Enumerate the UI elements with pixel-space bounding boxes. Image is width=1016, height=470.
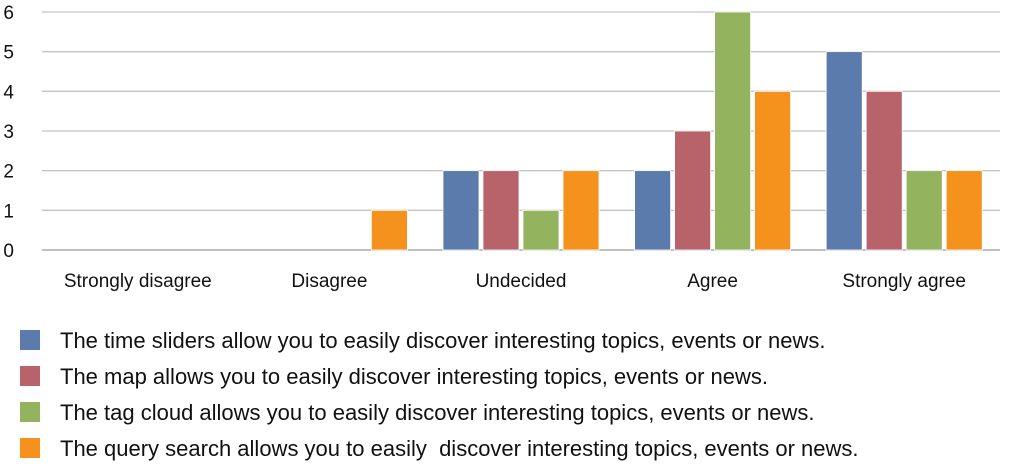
legend: The time sliders allow you to easily dis… (20, 328, 859, 461)
bar (945, 170, 983, 251)
x-tick-label: Strongly disagree (64, 271, 212, 292)
x-tick-label: Strongly agree (842, 271, 966, 292)
y-tick-label: 3 (3, 122, 14, 143)
bar (714, 11, 751, 251)
y-tick-label: 6 (3, 3, 14, 24)
bar (674, 130, 711, 251)
legend-swatch (20, 402, 40, 422)
legend-label: The query search allows you to easily di… (60, 436, 859, 461)
y-tick-label: 2 (3, 162, 14, 183)
legend-label: The time sliders allow you to easily dis… (60, 328, 825, 353)
x-axis-tick-labels: Strongly disagree Disagree Undecided Agree S… (64, 271, 966, 292)
y-tick-label: 1 (3, 201, 14, 222)
bar (754, 90, 791, 251)
legend-label: The tag cloud allows you to easily disco… (60, 400, 815, 425)
y-tick-label: 4 (3, 82, 14, 103)
bar (825, 51, 863, 251)
bars (370, 11, 983, 251)
legend-swatch (20, 330, 40, 350)
x-tick-label: Agree (687, 271, 738, 292)
bar (905, 170, 943, 251)
y-axis-tick-labels: 0 1 2 3 4 5 6 (3, 3, 14, 262)
bar (522, 209, 560, 251)
x-tick-label: Disagree (291, 271, 367, 292)
y-tick-label: 0 (3, 241, 14, 262)
x-tick-label: Undecided (476, 271, 567, 292)
bar (634, 170, 671, 251)
legend-swatch (20, 366, 40, 386)
bar (482, 170, 520, 251)
bar (442, 170, 480, 251)
bar (370, 209, 408, 251)
bar (562, 170, 600, 251)
grid-lines (42, 11, 1000, 251)
y-tick-label: 5 (3, 43, 14, 64)
bar (865, 90, 903, 251)
legend-label: The map allows you to easily discover in… (60, 364, 768, 389)
legend-swatch (20, 438, 40, 458)
